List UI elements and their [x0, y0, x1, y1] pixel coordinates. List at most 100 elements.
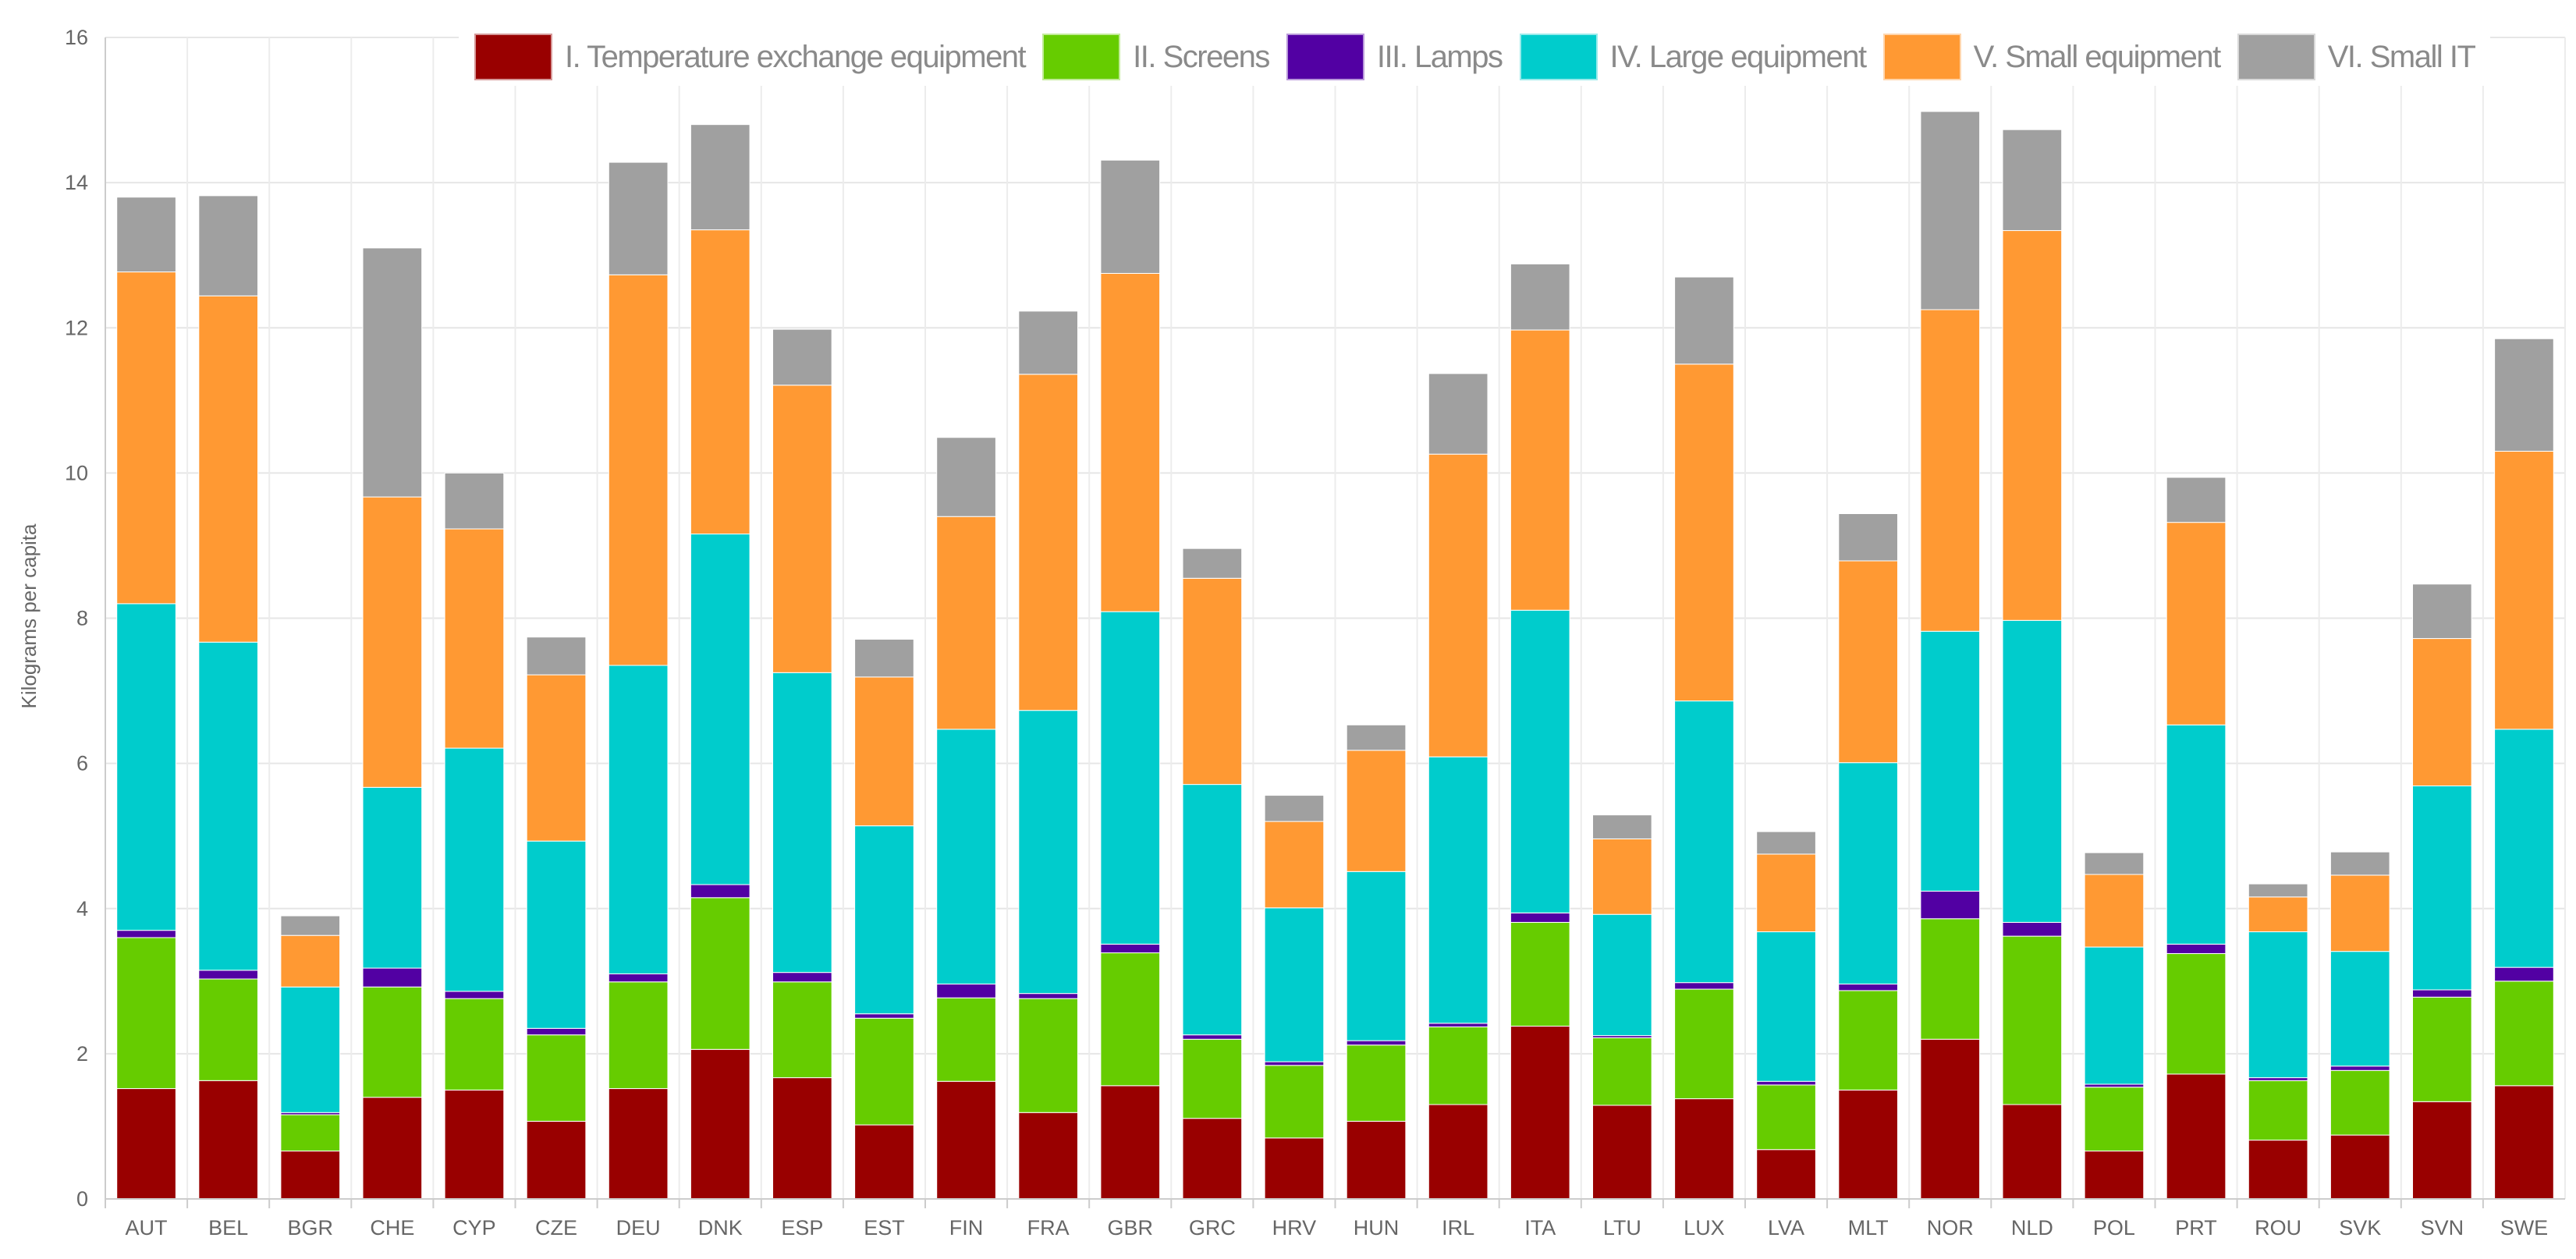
- bar-segment[interactable]: [1510, 263, 1570, 331]
- bar-segment[interactable]: [2084, 852, 2145, 875]
- bar-segment[interactable]: [936, 516, 996, 730]
- bar-segment[interactable]: [1182, 1038, 1243, 1119]
- bar-segment[interactable]: [2248, 931, 2308, 1079]
- bar-segment[interactable]: [608, 974, 669, 983]
- bar-segment[interactable]: [198, 970, 258, 980]
- bar-segment[interactable]: [2494, 729, 2554, 968]
- bar-segment[interactable]: [1018, 374, 1078, 711]
- bar-segment[interactable]: [772, 1077, 832, 1200]
- bar-segment[interactable]: [2494, 1085, 2554, 1200]
- bar-segment[interactable]: [854, 676, 914, 827]
- bar-segment[interactable]: [936, 1080, 996, 1200]
- bar-segment[interactable]: [1838, 762, 1898, 985]
- bar-segment[interactable]: [1920, 1038, 1981, 1200]
- bar-segment[interactable]: [2412, 583, 2472, 640]
- bar-segment[interactable]: [1838, 560, 1898, 764]
- bar-segment[interactable]: [2166, 952, 2227, 1075]
- bar-segment[interactable]: [1510, 1026, 1570, 1200]
- bar-segment[interactable]: [362, 247, 423, 498]
- bar-segment[interactable]: [2084, 1151, 2145, 1200]
- bar-segment[interactable]: [1018, 710, 1078, 995]
- bar-segment[interactable]: [1920, 890, 1981, 920]
- bar-segment[interactable]: [362, 786, 423, 969]
- bar-segment[interactable]: [1182, 577, 1243, 786]
- bar-segment[interactable]: [2002, 129, 2063, 232]
- bar-segment[interactable]: [1100, 952, 1161, 1087]
- bar-segment[interactable]: [1018, 1112, 1078, 1200]
- bar-segment[interactable]: [1346, 1040, 1407, 1046]
- bar-segment[interactable]: [608, 981, 669, 1090]
- bar-segment[interactable]: [1264, 821, 1325, 909]
- bar-segment[interactable]: [280, 915, 341, 936]
- bar-segment[interactable]: [2412, 638, 2472, 786]
- bar-segment[interactable]: [362, 986, 423, 1098]
- bar-segment[interactable]: [116, 930, 176, 938]
- bar-segment[interactable]: [1756, 1149, 1816, 1200]
- bar-segment[interactable]: [362, 496, 423, 788]
- bar-segment[interactable]: [1756, 853, 1816, 933]
- bar-segment[interactable]: [1674, 988, 1734, 1100]
- bar-segment[interactable]: [2248, 896, 2308, 933]
- bar-segment[interactable]: [854, 638, 914, 678]
- bar-segment[interactable]: [1838, 984, 1898, 991]
- bar-segment[interactable]: [2166, 724, 2227, 945]
- bar-segment[interactable]: [280, 1114, 341, 1152]
- bar-segment[interactable]: [444, 747, 505, 992]
- bar-segment[interactable]: [2002, 1104, 2063, 1200]
- bar-segment[interactable]: [1182, 1118, 1243, 1200]
- bar-segment[interactable]: [690, 534, 750, 885]
- bar-segment[interactable]: [690, 124, 750, 231]
- bar-segment[interactable]: [1428, 373, 1488, 455]
- bar-segment[interactable]: [2248, 1077, 2308, 1081]
- bar-segment[interactable]: [608, 1088, 669, 1200]
- bar-segment[interactable]: [2166, 1073, 2227, 1200]
- bar-segment[interactable]: [2494, 966, 2554, 982]
- bar-segment[interactable]: [2329, 1066, 2390, 1071]
- bar-segment[interactable]: [2166, 477, 2227, 523]
- bar-segment[interactable]: [2494, 981, 2554, 1087]
- bar-segment[interactable]: [2329, 951, 2390, 1067]
- legend-item[interactable]: V. Small equipment: [1882, 34, 2221, 80]
- bar-segment[interactable]: [1182, 1034, 1243, 1040]
- bar-segment[interactable]: [526, 1034, 587, 1122]
- bar-segment[interactable]: [1182, 784, 1243, 1036]
- bar-segment[interactable]: [198, 195, 258, 296]
- bar-segment[interactable]: [526, 1120, 587, 1200]
- bar-segment[interactable]: [280, 986, 341, 1113]
- bar-segment[interactable]: [1592, 1105, 1652, 1200]
- bar-segment[interactable]: [1756, 831, 1816, 855]
- bar-segment[interactable]: [526, 1027, 587, 1036]
- bar-segment[interactable]: [362, 967, 423, 988]
- bar-segment[interactable]: [854, 825, 914, 1015]
- bar-segment[interactable]: [116, 271, 176, 605]
- bar-segment[interactable]: [1838, 1089, 1898, 1200]
- bar-segment[interactable]: [1264, 1061, 1325, 1066]
- bar-segment[interactable]: [1264, 1065, 1325, 1139]
- bar-segment[interactable]: [2002, 619, 2063, 923]
- bar-segment[interactable]: [2329, 1069, 2390, 1136]
- bar-segment[interactable]: [1100, 943, 1161, 954]
- bar-segment[interactable]: [2248, 1140, 2308, 1200]
- bar-segment[interactable]: [772, 328, 832, 386]
- bar-segment[interactable]: [1428, 1104, 1488, 1200]
- bar-segment[interactable]: [1346, 724, 1407, 751]
- bar-segment[interactable]: [2084, 946, 2145, 1085]
- bar-segment[interactable]: [198, 295, 258, 643]
- bar-segment[interactable]: [1674, 276, 1734, 365]
- bar-segment[interactable]: [1346, 1044, 1407, 1122]
- legend-item[interactable]: II. Screens: [1042, 34, 1270, 80]
- bar-segment[interactable]: [2084, 874, 2145, 948]
- bar-segment[interactable]: [936, 997, 996, 1082]
- bar-segment[interactable]: [1510, 329, 1570, 611]
- bar-segment[interactable]: [690, 897, 750, 1050]
- bar-segment[interactable]: [1018, 993, 1078, 999]
- bar-segment[interactable]: [1756, 1080, 1816, 1086]
- bar-segment[interactable]: [2166, 943, 2227, 954]
- bar-segment[interactable]: [444, 1089, 505, 1200]
- bar-segment[interactable]: [854, 1124, 914, 1200]
- bar-segment[interactable]: [1592, 814, 1652, 839]
- bar-segment[interactable]: [854, 1017, 914, 1126]
- bar-segment[interactable]: [362, 1097, 423, 1200]
- bar-segment[interactable]: [1018, 998, 1078, 1113]
- bar-segment[interactable]: [1674, 982, 1734, 990]
